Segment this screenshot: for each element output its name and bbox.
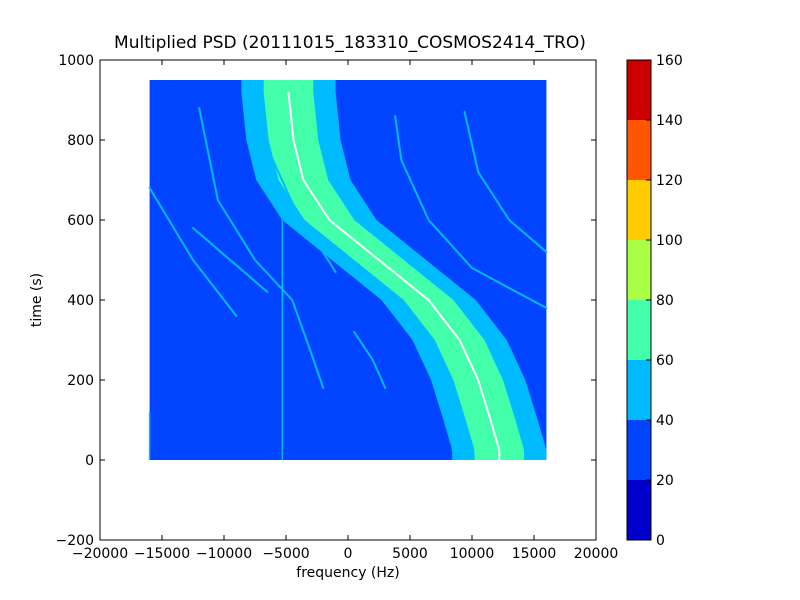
- colorbar-tick-label: 0: [656, 533, 665, 549]
- x-tick-label: 5000: [392, 546, 428, 562]
- secondary-trace-1: [198, 107, 325, 389]
- x-tick-label: 15000: [512, 546, 557, 562]
- plot-frame: [99, 59, 597, 541]
- secondary-trace-2: [270, 155, 337, 273]
- secondary-trace-6: [353, 331, 387, 389]
- y-tick-label: 1000: [58, 53, 94, 69]
- colorbar-segment: [627, 480, 651, 540]
- colorbar-tick-label: 140: [656, 113, 683, 129]
- x-tick-label: 10000: [450, 546, 495, 562]
- colorbar-segment: [627, 180, 651, 240]
- x-tick-label: −10000: [196, 546, 252, 562]
- colorbar-tick-label: 80: [656, 293, 674, 309]
- secondary-trace-5: [463, 111, 548, 253]
- signal-band-2: [263, 80, 525, 460]
- colorbar-tick-label: 120: [656, 173, 683, 189]
- colorbar-tick-label: 40: [656, 413, 674, 429]
- colorbar-tick-label: 100: [656, 233, 683, 249]
- colorbar-segment: [627, 60, 651, 120]
- y-tick-label: 0: [85, 453, 94, 469]
- secondary-trace-3: [192, 227, 269, 293]
- chart-title: Multiplied PSD (20111015_183310_COSMOS24…: [114, 33, 586, 53]
- colorbar-segment: [627, 120, 651, 180]
- psd-heatmap: [148, 80, 548, 460]
- x-tick-label: −20000: [72, 546, 128, 562]
- colorbar-tick-label: 20: [656, 473, 674, 489]
- colorbar-segment: [627, 420, 651, 480]
- x-tick-label: −5000: [262, 546, 309, 562]
- main-trace-line: [287, 91, 501, 460]
- x-axis-label: frequency (Hz): [296, 565, 399, 581]
- y-axis-label: time (s): [29, 273, 45, 327]
- secondary-trace-0: [148, 187, 238, 317]
- colorbar-segment: [627, 300, 651, 360]
- y-tick-label: 400: [67, 293, 94, 309]
- y-tick-label: 600: [67, 213, 94, 229]
- plot-area: −20000 −15000 −10000 −5000 0 5000 10000 15000 20…: [56, 53, 619, 562]
- y-tick-label: 200: [67, 373, 94, 389]
- colorbar-segment: [627, 240, 651, 300]
- x-tick-label: 0: [344, 546, 353, 562]
- secondary-trace-4: [394, 115, 548, 309]
- x-tick-label: −15000: [134, 546, 190, 562]
- x-tick-label: 20000: [574, 546, 619, 562]
- colorbar: 0 20 40 60 80 100 120 140 160: [626, 53, 683, 549]
- y-tick-label: 800: [67, 133, 94, 149]
- colorbar-tick-label: 60: [656, 353, 674, 369]
- colorbar-tick-label: 160: [656, 53, 683, 69]
- y-tick-label: −200: [56, 533, 94, 549]
- colorbar-segment: [627, 360, 651, 420]
